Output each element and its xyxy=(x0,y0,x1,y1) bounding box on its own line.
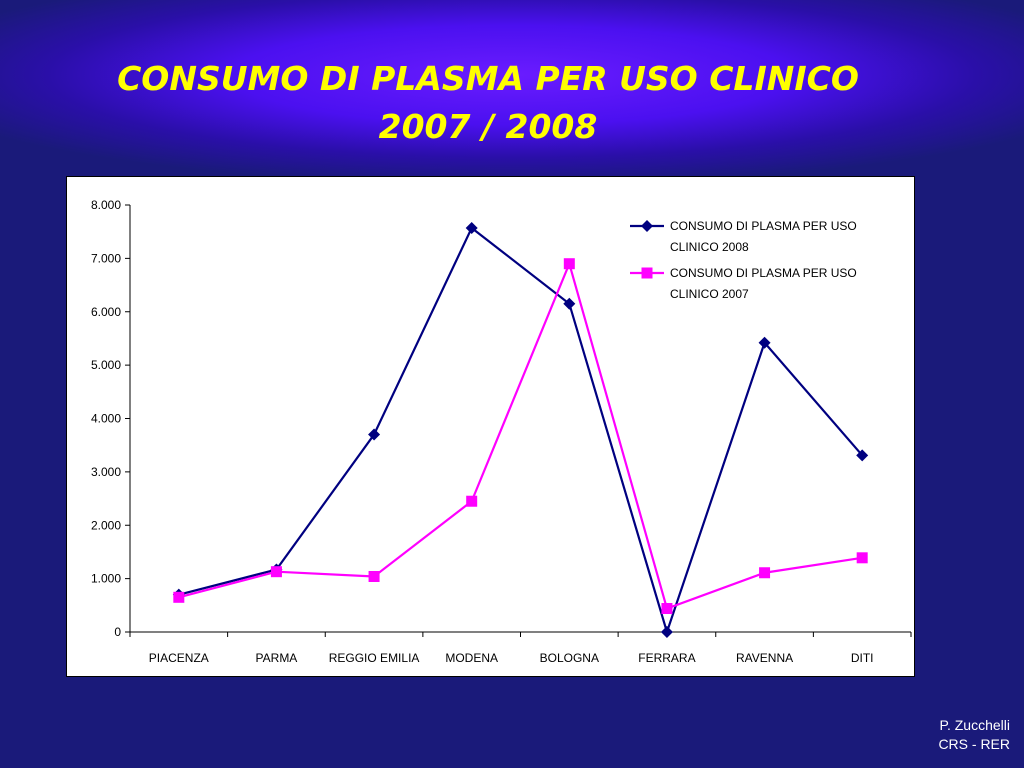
slide-title-line2: 2007 / 2008 xyxy=(378,107,598,146)
data-point xyxy=(856,552,868,564)
data-point xyxy=(368,428,381,441)
x-tick-label: REGGIO EMILIA xyxy=(329,651,420,665)
y-tick-label: 6.000 xyxy=(91,305,121,319)
data-point xyxy=(856,449,869,462)
legend-label-line2: CLINICO 2008 xyxy=(670,240,749,254)
data-point xyxy=(563,258,575,270)
credit-organization: CRS - RER xyxy=(938,736,1010,752)
y-tick-label: 3.000 xyxy=(91,465,121,479)
data-point xyxy=(368,570,380,582)
data-point xyxy=(173,591,185,603)
y-tick-label: 8.000 xyxy=(91,198,121,212)
series-line xyxy=(178,260,863,610)
x-tick-label: RAVENNA xyxy=(736,651,793,665)
data-point xyxy=(563,297,576,310)
y-tick-label: 5.000 xyxy=(91,358,121,372)
y-tick-label: 4.000 xyxy=(91,412,121,426)
data-point xyxy=(660,626,673,638)
chart-panel: 0 1.000 2.000 3.000 4.000 5.000 6.000 7.000 8.00… xyxy=(66,176,915,677)
y-tick-label: 1.000 xyxy=(91,572,121,586)
legend-label-line1: CONSUMO DI PLASMA PER USO xyxy=(670,219,857,233)
data-point xyxy=(270,566,282,578)
data-point xyxy=(759,567,771,579)
y-tick-label: 0 xyxy=(114,625,121,639)
chart-series xyxy=(172,221,869,638)
data-point xyxy=(758,336,771,349)
x-tick-label: BOLOGNA xyxy=(540,651,599,665)
data-point xyxy=(465,221,478,234)
legend-label-line1: CONSUMO DI PLASMA PER USO xyxy=(670,266,857,280)
legend-label-line2: CLINICO 2007 xyxy=(670,287,749,301)
chart-axes: 0 1.000 2.000 3.000 4.000 5.000 6.000 7.000 8.00… xyxy=(91,198,912,665)
x-tick-label: MODENA xyxy=(445,651,498,665)
y-tick-label: 2.000 xyxy=(91,518,121,532)
series-line xyxy=(178,226,864,636)
x-tick-label: PARMA xyxy=(256,651,298,665)
x-tick-label: DITI xyxy=(851,651,874,665)
legend-swatch-marker xyxy=(641,220,653,232)
x-tick-label: PIACENZA xyxy=(149,651,209,665)
y-tick-label: 7.000 xyxy=(91,251,121,265)
slide-title-line1: CONSUMO DI PLASMA PER USO CLINICO xyxy=(117,59,859,98)
data-point xyxy=(661,603,673,615)
legend-entry-2008: CONSUMO DI PLASMA PER USO CLINICO 2008 xyxy=(630,219,857,254)
legend-swatch-marker xyxy=(641,267,653,279)
credit-author: P. Zucchelli xyxy=(939,717,1010,733)
slide-title: CONSUMO DI PLASMA PER USO CLINICO 2007 /… xyxy=(0,55,976,151)
series-2007 xyxy=(173,258,868,615)
author-credit: P. Zucchelli CRS - RER xyxy=(938,716,1010,754)
legend-entry-2007: CONSUMO DI PLASMA PER USO CLINICO 2007 xyxy=(630,266,857,301)
x-tick-label: FERRARA xyxy=(638,651,695,665)
line-chart: 0 1.000 2.000 3.000 4.000 5.000 6.000 7.000 8.00… xyxy=(91,198,912,665)
data-point xyxy=(466,495,478,507)
